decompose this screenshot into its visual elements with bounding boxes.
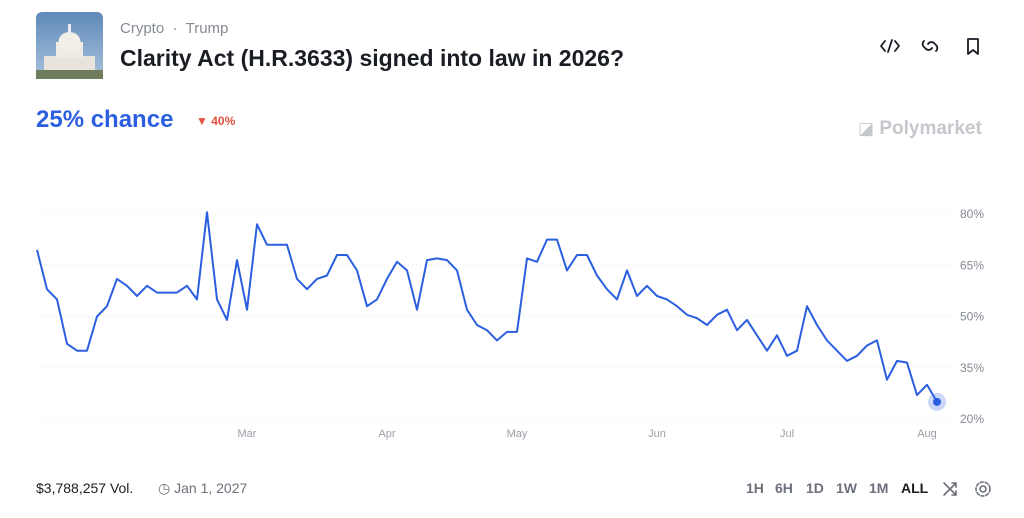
shuffle-icon[interactable] — [943, 482, 957, 496]
y-tick-label: 50% — [960, 310, 984, 324]
brand: ◪ Polymarket — [858, 118, 982, 139]
market-image — [36, 12, 103, 79]
y-tick-label: 20% — [960, 412, 984, 426]
range-button[interactable]: 1M — [869, 480, 889, 496]
volume: $3,788,257 Vol. — [36, 480, 134, 496]
category-link[interactable]: Trump — [185, 20, 229, 37]
x-tick-label: May — [507, 428, 528, 440]
x-tick-label: Apr — [378, 428, 395, 440]
chart-tools — [943, 481, 991, 497]
link-icon[interactable] — [921, 40, 939, 52]
end-date: ◷ Jan 1, 2027 — [158, 480, 248, 496]
range-button[interactable]: ALL — [901, 480, 929, 496]
market-title: Clarity Act (H.R.3633) signed into law i… — [120, 45, 625, 71]
range-button[interactable]: 1D — [806, 480, 824, 496]
settings-icon[interactable] — [979, 485, 987, 493]
breadcrumb: Crypto · Trump — [120, 20, 229, 37]
x-tick-label: Jun — [648, 428, 666, 440]
chance: 25% chance — [36, 106, 174, 133]
current-point — [933, 397, 941, 406]
x-tick-label: Jul — [780, 428, 794, 440]
change: ▼ 40% — [196, 114, 236, 128]
embed-icon[interactable] — [880, 39, 900, 53]
price-line — [36, 211, 938, 403]
range-button[interactable]: 1W — [836, 480, 857, 496]
chart: 20% 35% 50% 65% 80% Mar Apr May Jun Jul Aug — [36, 207, 984, 440]
actions — [880, 38, 979, 55]
bookmark-icon[interactable] — [967, 38, 979, 55]
y-tick-label: 80% — [960, 207, 984, 221]
range-button[interactable]: 6H — [775, 480, 793, 496]
y-tick-label: 65% — [960, 258, 984, 272]
range-button[interactable]: 1H — [746, 480, 764, 496]
end-date-text: Jan 1, 2027 — [174, 480, 248, 496]
brand-name: Polymarket — [879, 118, 982, 139]
category-link[interactable]: Crypto — [120, 20, 165, 37]
change-value: 40% — [211, 114, 236, 128]
x-tick-label: Aug — [917, 428, 937, 440]
y-tick-label: 35% — [960, 361, 984, 375]
x-tick-label: Mar — [238, 428, 257, 440]
